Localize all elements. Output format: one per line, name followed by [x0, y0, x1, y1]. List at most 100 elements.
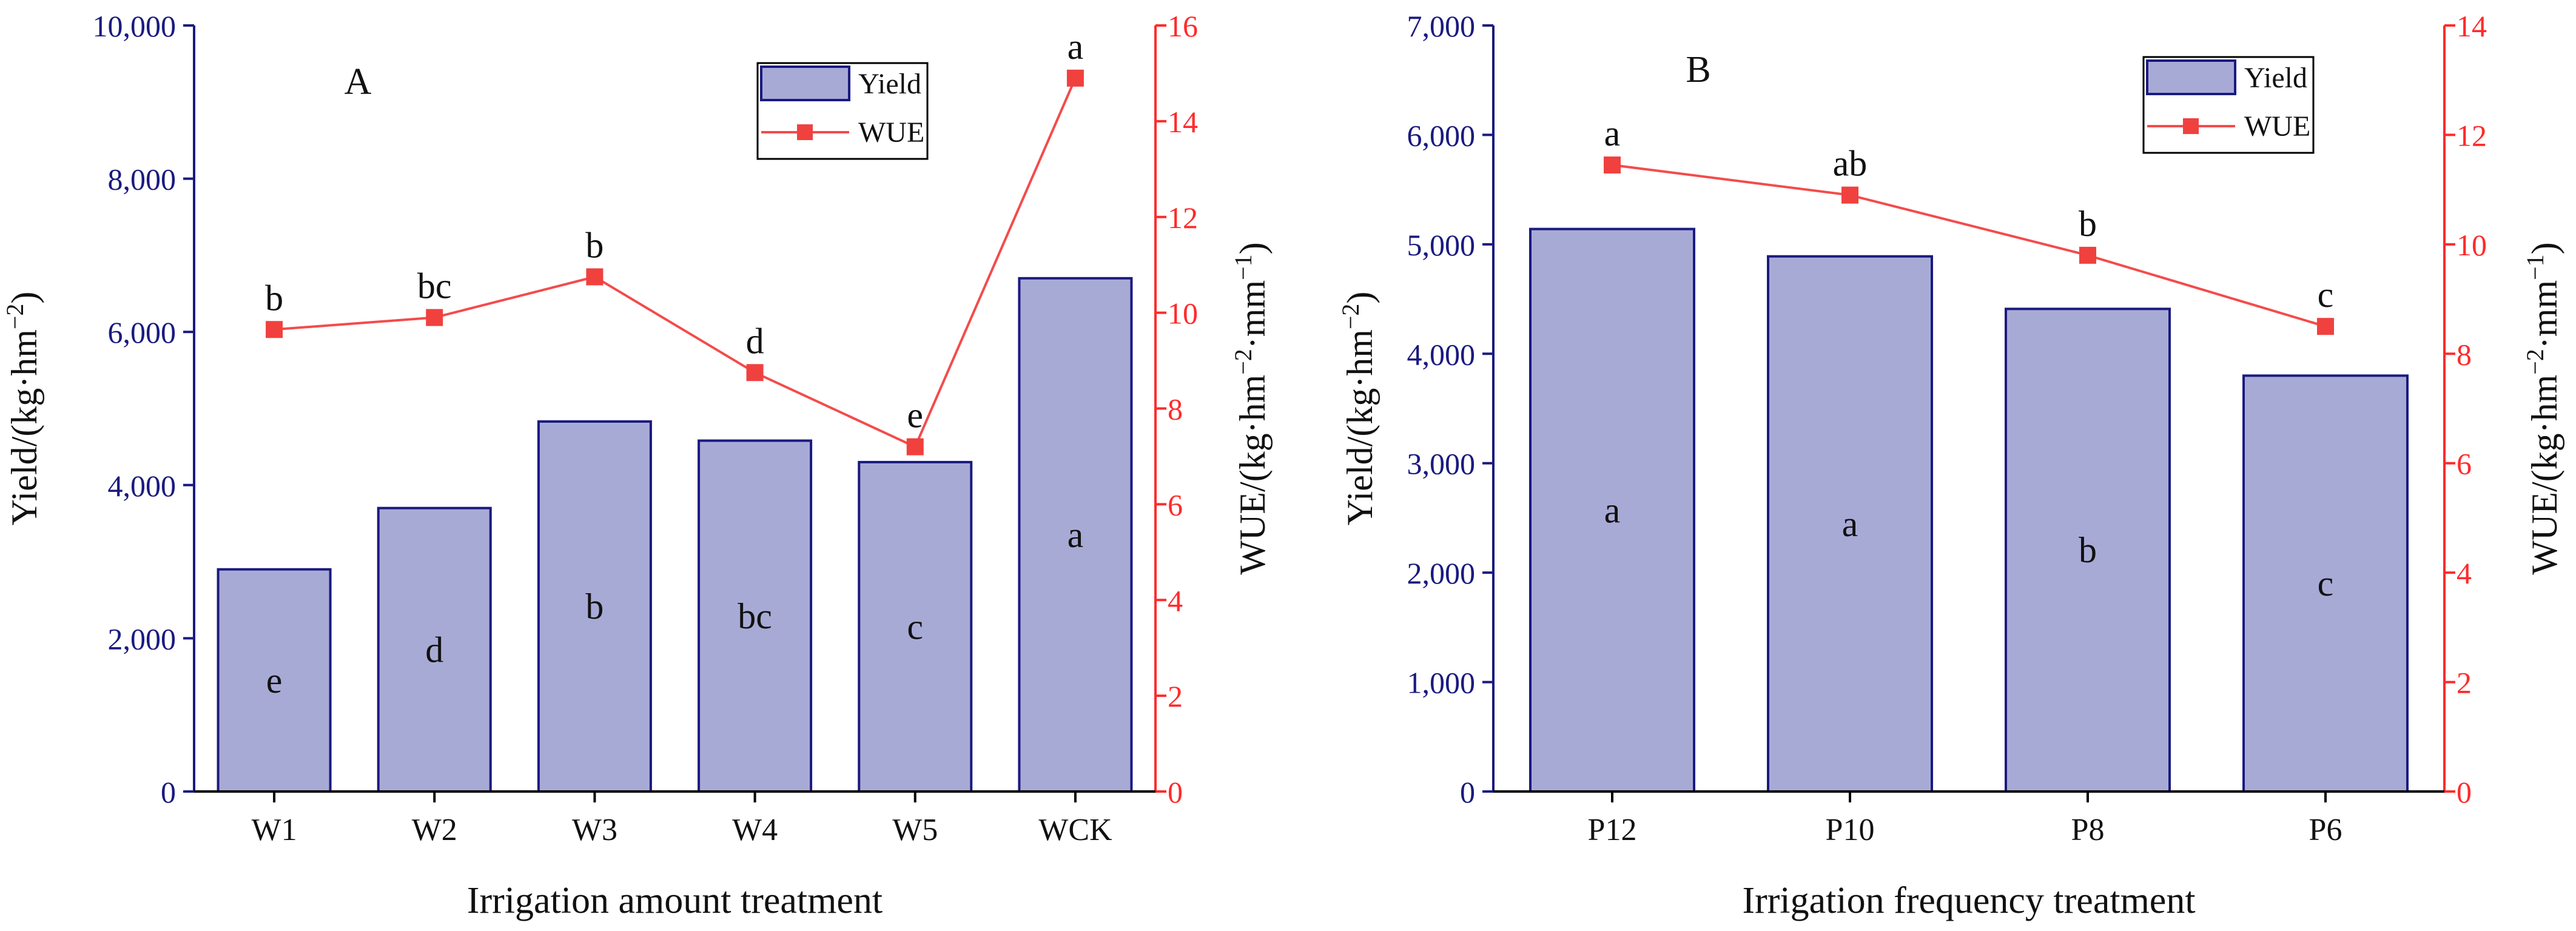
panel-a: e d b bc c a 0 2,000 4,000 6,000 8,000 10,000 0 2 4 6 8 1… — [1, 9, 1273, 921]
yield-letter: b — [585, 586, 604, 627]
wue-point — [906, 438, 924, 455]
legend-wue-label: WUE — [2244, 110, 2310, 143]
wue-letter: c — [2318, 275, 2334, 315]
wue-point — [1066, 69, 1084, 87]
x-axis-title: Irrigation frequency treatment — [1742, 880, 2195, 921]
yield-letter: b — [2079, 530, 2097, 570]
yield-bar — [1767, 255, 1933, 793]
left-tick-label: 6,000 — [108, 315, 177, 349]
panel-b: a abc01,0002,0003,0004,0005,0006,0007,000… — [1337, 9, 2565, 921]
left-tick-label: 1,000 — [1407, 666, 1476, 700]
wue-point — [2317, 318, 2334, 335]
right-tick-label: 10 — [2457, 228, 2487, 262]
wue-point — [2079, 246, 2096, 264]
yield-bar — [1529, 227, 1695, 793]
wue-letter: e — [907, 395, 923, 435]
yield-bar — [537, 420, 652, 793]
legend-wue-marker — [2183, 118, 2199, 134]
wue-letter: a — [1068, 27, 1084, 67]
right-tick-label: 10 — [1168, 297, 1198, 331]
right-tick-label: 2 — [1168, 679, 1183, 713]
right-y-title-sup2: −1 — [1229, 254, 1257, 280]
x-tick-label: W3 — [572, 813, 617, 847]
left-y-title-sup: −2 — [1, 304, 29, 330]
left-tick-label: 4,000 — [108, 469, 177, 503]
right-y-title-sup1: −2 — [1229, 349, 1257, 375]
wue-point — [746, 364, 764, 381]
right-tick-label: 2 — [2457, 666, 2472, 700]
left-y-title-end: ) — [1340, 292, 1380, 304]
right-tick-label: 0 — [2457, 775, 2472, 809]
x-tick-label: W5 — [892, 813, 938, 847]
x-tick-label: P12 — [1588, 813, 1637, 847]
yield-letter: a — [1068, 515, 1084, 555]
wue-letter: a — [1604, 113, 1621, 153]
wue-point — [426, 309, 443, 326]
left-tick-label: 3,000 — [1407, 447, 1476, 481]
wue-line — [1612, 164, 2326, 328]
left-y-title-text: Yield/(kg·hm — [1340, 329, 1380, 525]
right-y-title-text: WUE/(kg·hm — [2524, 375, 2564, 575]
x-tick-label: P10 — [1826, 813, 1875, 847]
wue-point — [1841, 186, 1858, 204]
right-tick-label: 14 — [2457, 9, 2487, 43]
x-axis-title: Irrigation amount treatment — [467, 880, 883, 921]
right-y-title-end: ) — [2524, 242, 2564, 254]
right-tick-label: 12 — [2457, 118, 2487, 152]
panel-label: B — [1686, 49, 1710, 90]
legend-wue-label: WUE — [858, 116, 924, 149]
left-tick-label: 2,000 — [1407, 556, 1476, 590]
left-y-axis-title: Yield/(kg·hm−2) — [1337, 292, 1380, 526]
panel-label: A — [345, 61, 372, 103]
wue-letter: b — [585, 225, 604, 265]
right-y-title-mid: ·mm — [2524, 280, 2564, 349]
right-tick-label: 4 — [2457, 556, 2472, 590]
legend-yield-swatch — [760, 66, 850, 101]
yield-letter: bc — [738, 596, 772, 636]
right-tick-label: 8 — [2457, 337, 2472, 371]
wue-letter: b — [2079, 204, 2097, 244]
wue-line — [274, 78, 1077, 449]
right-tick-label: 8 — [1168, 392, 1183, 426]
right-tick-label: 16 — [1168, 9, 1198, 43]
right-tick-label: 12 — [1168, 201, 1198, 235]
right-y-axis-title: WUE/(kg·hm−2·mm−1) — [2521, 242, 2565, 574]
x-tick-label: W4 — [732, 813, 778, 847]
right-tick-label: 4 — [1168, 583, 1183, 617]
yield-letter: d — [425, 630, 443, 670]
left-y-title-text: Yield/(kg·hm — [4, 329, 44, 525]
left-y-title-sup: −2 — [1337, 304, 1364, 330]
right-tick-label: 14 — [1168, 105, 1198, 139]
legend-yield-label: Yield — [2244, 62, 2307, 94]
left-tick-label: 0 — [161, 775, 176, 809]
legend-yield-swatch — [2146, 59, 2236, 95]
yield-letter: a — [1604, 490, 1621, 530]
yield-bar — [217, 568, 332, 793]
left-tick-label: 2,000 — [108, 622, 177, 656]
wue-letter: ab — [1833, 144, 1868, 184]
left-tick-label: 7,000 — [1407, 9, 1476, 43]
left-tick-label: 10,000 — [93, 9, 177, 43]
legend-yield-label: Yield — [858, 68, 921, 100]
yield-letter: c — [907, 607, 923, 647]
legend-wue-marker — [797, 124, 813, 140]
x-tick-label: P6 — [2309, 813, 2342, 847]
x-tick-label: W1 — [252, 813, 297, 847]
right-tick-label: 6 — [2457, 447, 2472, 481]
right-tick-label: 0 — [1168, 775, 1183, 809]
left-tick-label: 8,000 — [108, 163, 177, 197]
wue-point — [1604, 156, 1621, 174]
left-tick-label: 0 — [1460, 775, 1475, 809]
left-tick-label: 4,000 — [1407, 337, 1476, 371]
wue-letter: bc — [417, 266, 452, 306]
left-y-axis-title: Yield/(kg·hm−2) — [1, 292, 45, 526]
right-y-title-mid: ·mm — [1233, 280, 1273, 349]
right-y-title-text: WUE/(kg·hm — [1233, 375, 1273, 575]
yield-letter: c — [2318, 563, 2334, 603]
wue-letter: d — [746, 321, 764, 361]
x-tick-label: WCK — [1038, 813, 1112, 847]
yield-letter: a — [1842, 504, 1858, 544]
wue-point — [266, 321, 283, 338]
right-y-axis-title: WUE/(kg·hm−2·mm−1) — [1229, 242, 1273, 574]
